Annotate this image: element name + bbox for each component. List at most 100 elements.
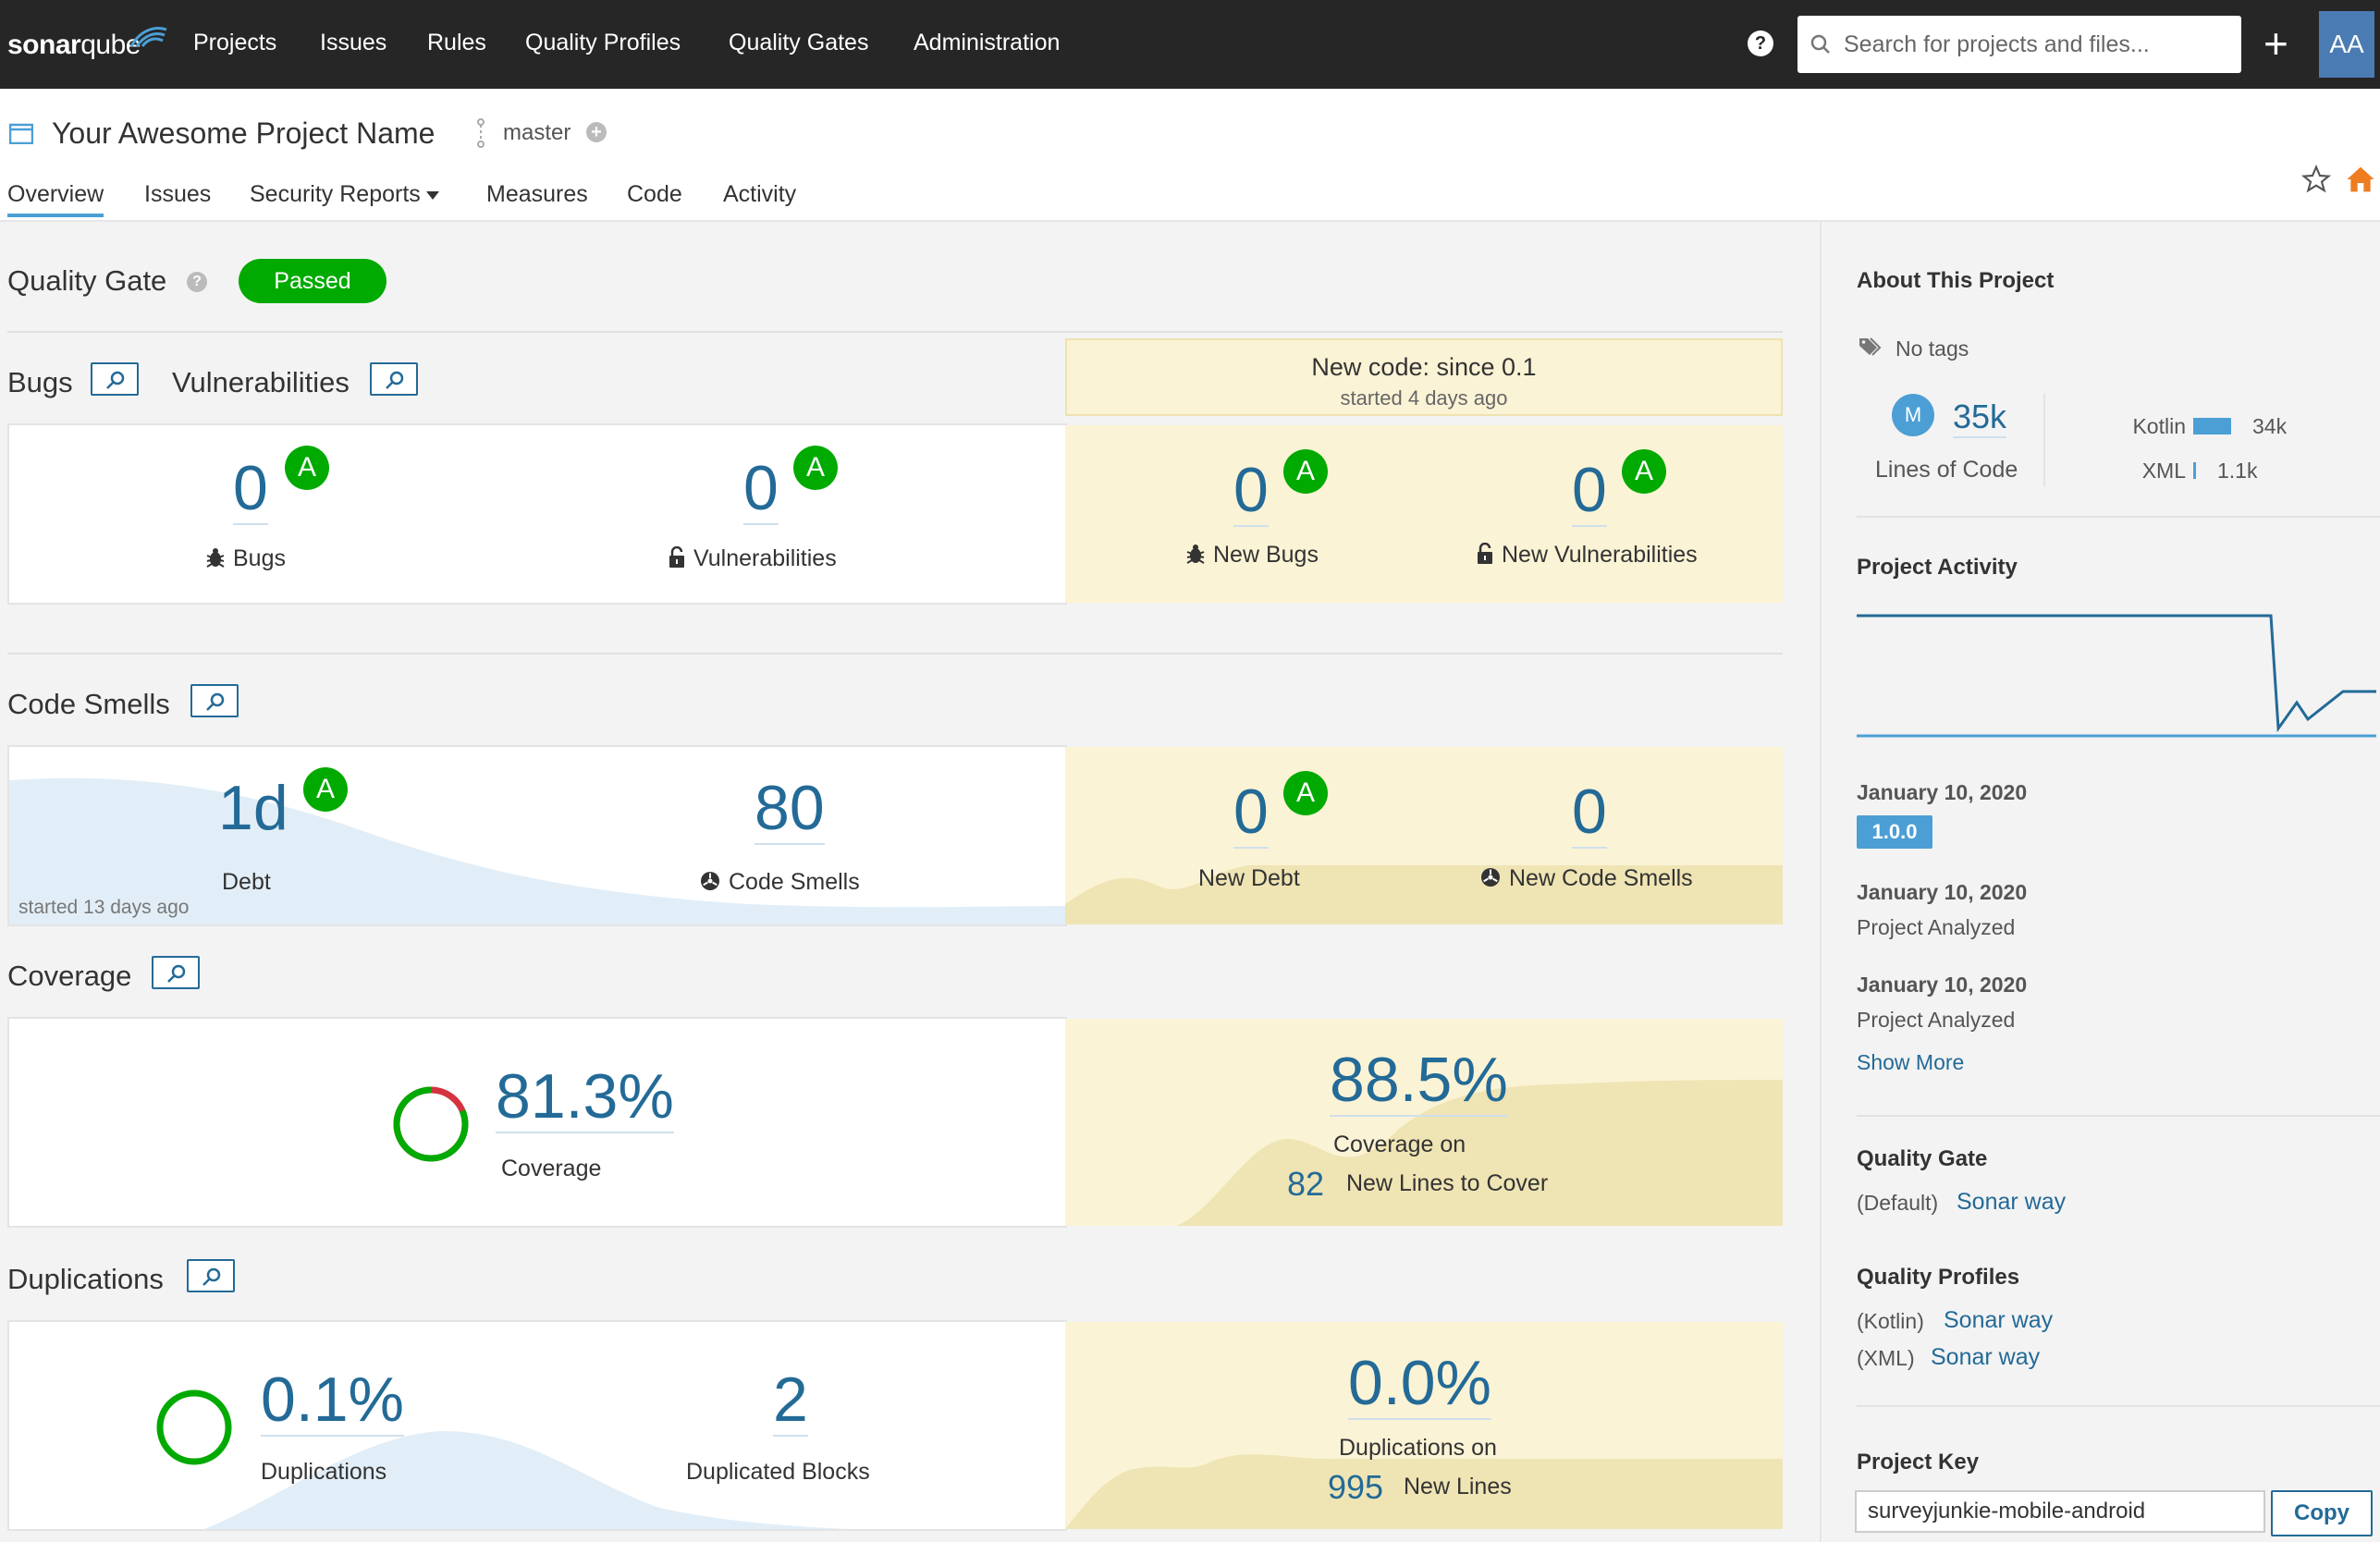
new-debt-value[interactable]: 0 bbox=[1233, 777, 1269, 849]
vulnerabilities-section-title: Vulnerabilities bbox=[172, 366, 350, 398]
code-smells-new-panel bbox=[1065, 747, 1783, 924]
new-vulnerabilities-rating[interactable]: A bbox=[1622, 449, 1666, 494]
vulnerabilities-rating[interactable]: A bbox=[793, 446, 838, 490]
branch-icon bbox=[477, 118, 485, 148]
add-branch-icon[interactable]: + bbox=[586, 122, 607, 142]
vulnerabilities-value[interactable]: 0 bbox=[743, 453, 779, 525]
bugs-section-title: Bugs bbox=[7, 366, 73, 398]
new-bugs-rating[interactable]: A bbox=[1283, 449, 1328, 494]
new-vulnerabilities-value[interactable]: 0 bbox=[1572, 455, 1607, 527]
nav-administration[interactable]: Administration bbox=[914, 30, 1061, 55]
top-navbar: sonarqube Projects Issues Rules Quality … bbox=[0, 0, 2380, 89]
profile-link-kotlin[interactable]: Sonar way bbox=[1944, 1307, 2054, 1333]
new-bugs-value[interactable]: 0 bbox=[1233, 455, 1269, 527]
user-avatar[interactable]: AA bbox=[2319, 11, 2374, 78]
create-plus-button[interactable]: + bbox=[2263, 19, 2288, 67]
copy-button[interactable]: Copy bbox=[2271, 1490, 2373, 1536]
bugs-value[interactable]: 0 bbox=[233, 453, 268, 525]
star-icon[interactable] bbox=[2300, 165, 2332, 194]
bugs-vulns-new-panel bbox=[1065, 425, 1783, 603]
branch-name[interactable]: master bbox=[503, 120, 571, 145]
quality-gate-default: (Default) bbox=[1857, 1191, 1939, 1215]
home-icon[interactable] bbox=[2345, 165, 2376, 194]
language-xml-bar bbox=[2193, 462, 2196, 479]
activity-event-3: Project Analyzed bbox=[1857, 1008, 2016, 1032]
language-xml-name: XML bbox=[2141, 459, 2186, 483]
tab-security-reports[interactable]: Security Reports bbox=[250, 181, 439, 208]
duplications-value[interactable]: 0.1% bbox=[261, 1365, 404, 1437]
project-activity-chart[interactable] bbox=[1857, 610, 2376, 740]
new-debt-rating[interactable]: A bbox=[1283, 771, 1328, 815]
quality-gate-link[interactable]: Sonar way bbox=[1957, 1189, 2067, 1215]
debt-rating[interactable]: A bbox=[303, 767, 348, 812]
project-key-field[interactable] bbox=[1855, 1490, 2265, 1533]
debt-value[interactable]: 1d bbox=[218, 773, 288, 843]
tab-measures[interactable]: Measures bbox=[486, 181, 588, 207]
new-code-started: started 4 days ago bbox=[1340, 386, 1508, 410]
bugs-vulns-panel bbox=[7, 423, 1067, 605]
help-icon[interactable]: ? bbox=[187, 272, 207, 292]
project-key-title: Project Key bbox=[1857, 1450, 1980, 1475]
code-smells-value[interactable]: 80 bbox=[754, 773, 825, 845]
project-name[interactable]: Your Awesome Project Name bbox=[52, 116, 436, 150]
show-more-link[interactable]: Show More bbox=[1857, 1050, 1965, 1074]
project-icon bbox=[9, 123, 33, 144]
new-duplications-value[interactable]: 0.0% bbox=[1348, 1348, 1491, 1420]
profile-lang-kotlin: (Kotlin) bbox=[1857, 1309, 1924, 1333]
new-code-period-box: New code: since 0.1 started 4 days ago bbox=[1065, 338, 1783, 416]
tab-activity[interactable]: Activity bbox=[723, 181, 797, 207]
new-lines-label: New Lines bbox=[1404, 1474, 1512, 1499]
profile-link-xml[interactable]: Sonar way bbox=[1931, 1344, 2041, 1370]
nav-quality-profiles[interactable]: Quality Profiles bbox=[525, 30, 681, 55]
bugs-rating[interactable]: A bbox=[285, 446, 329, 490]
new-code-smells-value[interactable]: 0 bbox=[1572, 777, 1607, 849]
duplicated-blocks-value[interactable]: 2 bbox=[773, 1365, 808, 1437]
quality-gate-title: Quality Gate bbox=[7, 264, 167, 297]
new-coverage-value[interactable]: 88.5% bbox=[1330, 1045, 1508, 1117]
duplications-section-title: Duplications bbox=[7, 1263, 164, 1295]
nav-issues[interactable]: Issues bbox=[320, 30, 387, 55]
tab-issues[interactable]: Issues bbox=[144, 181, 212, 207]
new-coverage-sparkline bbox=[1065, 1080, 1783, 1226]
quality-gate-status-badge: Passed bbox=[239, 259, 386, 303]
search-input[interactable] bbox=[1844, 16, 2232, 73]
help-icon[interactable]: ? bbox=[1748, 31, 1773, 56]
new-lines-to-cover-value[interactable]: 82 bbox=[1287, 1165, 1325, 1203]
tab-overview[interactable]: Overview bbox=[7, 181, 104, 217]
tags-text[interactable]: No tags bbox=[1895, 337, 1969, 361]
coverage-drilldown-button[interactable] bbox=[152, 956, 200, 989]
bug-icon bbox=[1186, 545, 1205, 564]
code-smells-section-title: Code Smells bbox=[7, 688, 170, 720]
new-coverage-label: Coverage on bbox=[1333, 1132, 1466, 1157]
duplications-history-sparkline bbox=[203, 1431, 849, 1529]
coverage-value[interactable]: 81.3% bbox=[496, 1061, 674, 1133]
language-xml-value: 1.1k bbox=[2217, 459, 2258, 483]
code-smells-drilldown-button[interactable] bbox=[190, 684, 239, 717]
duplicated-blocks-label: Duplicated Blocks bbox=[686, 1459, 870, 1485]
nav-rules[interactable]: Rules bbox=[427, 30, 486, 55]
debt-label: Debt bbox=[222, 869, 271, 895]
drilldown-icon bbox=[206, 692, 225, 711]
vulnerabilities-drilldown-button[interactable] bbox=[370, 362, 418, 396]
code-smells-panel bbox=[7, 745, 1067, 926]
drilldown-icon bbox=[202, 1267, 221, 1286]
divider bbox=[2043, 394, 2045, 486]
new-bugs-label: New Bugs bbox=[1185, 542, 1319, 569]
language-kotlin-name: Kotlin bbox=[2132, 414, 2186, 438]
debt-started-note: started 13 days ago bbox=[18, 897, 190, 918]
code-smell-icon bbox=[701, 872, 719, 890]
activity-date-3: January 10, 2020 bbox=[1857, 973, 2028, 997]
new-lines-value[interactable]: 995 bbox=[1328, 1468, 1384, 1506]
search-box[interactable] bbox=[1797, 16, 2241, 73]
nav-projects[interactable]: Projects bbox=[193, 30, 277, 55]
duplications-drilldown-button[interactable] bbox=[187, 1259, 235, 1292]
quality-profiles-title: Quality Profiles bbox=[1857, 1265, 2020, 1290]
sonar-waves-icon bbox=[129, 27, 167, 47]
lines-of-code-value[interactable]: 35k bbox=[1953, 398, 2007, 438]
tab-code[interactable]: Code bbox=[627, 181, 682, 207]
new-vulnerabilities-label: New Vulnerabilities bbox=[1476, 542, 1698, 569]
nav-quality-gates[interactable]: Quality Gates bbox=[729, 30, 869, 55]
about-title: About This Project bbox=[1857, 268, 2055, 293]
bugs-drilldown-button[interactable] bbox=[91, 362, 139, 396]
coverage-donut-chart bbox=[393, 1086, 469, 1162]
